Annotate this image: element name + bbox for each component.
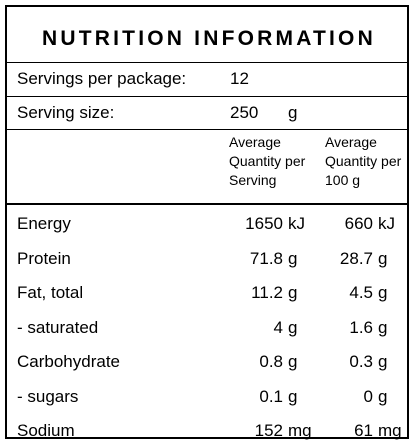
per-100g-value: 61	[354, 421, 373, 440]
nutrient-row: Sodium 152 mg 61 mg	[7, 414, 407, 448]
divider	[7, 96, 407, 97]
nutrient-row: - sugars 0.1 g 0 g	[7, 380, 407, 414]
per-100g-unit: g	[378, 386, 388, 406]
nutrient-row: Protein 71.8 g 28.7 g	[7, 242, 407, 276]
per-100g-unit: g	[378, 317, 388, 337]
header-per-serving: Average Quantity per Serving	[229, 133, 305, 190]
per-100g-value: 4.5	[349, 283, 373, 302]
per-serving-unit: g	[288, 386, 298, 406]
nutrient-name: - saturated	[17, 317, 99, 337]
per-100g-value: 1.6	[349, 317, 373, 337]
per-100g-unit: g	[378, 352, 388, 371]
per-100g-value: 28.7	[339, 248, 373, 268]
servings-label: Servings per package:	[17, 69, 187, 88]
nutrient-name: Energy	[17, 214, 71, 233]
per-100g-value: 0	[363, 386, 373, 406]
per-100g-unit: kJ	[378, 214, 395, 233]
per-serving-value: 11.2	[251, 283, 283, 302]
per-serving-unit: g	[288, 352, 298, 371]
serving-size-label: Serving size:	[17, 103, 115, 122]
per-serving-unit: g	[288, 248, 298, 268]
header-line: Quantity per	[229, 153, 306, 169]
serving-size-row: Serving size: 250 g	[7, 96, 407, 130]
nutrient-row: Energy 1650 kJ 660 kJ	[7, 207, 407, 241]
nutrient-name: Fat, total	[17, 283, 84, 302]
per-serving-value: 4	[273, 317, 283, 337]
per-serving-value: 1650	[245, 214, 283, 233]
nutrient-name: Protein	[17, 248, 71, 268]
servings-value: 12	[230, 69, 249, 88]
panel-title: NUTRITION INFORMATION	[42, 27, 376, 50]
divider	[7, 62, 407, 63]
per-serving-unit: mg	[288, 421, 312, 440]
per-serving-unit: kJ	[288, 214, 305, 233]
per-100g-value: 0.3	[349, 352, 373, 371]
header-line: Serving	[229, 172, 277, 188]
divider	[7, 129, 407, 130]
header-line: 100 g	[325, 172, 361, 188]
nutrient-row: - saturated 4 g 1.6 g	[7, 311, 407, 345]
serving-size-value: 250	[230, 103, 259, 122]
header-line: Average	[229, 134, 281, 150]
serving-size-unit: g	[288, 103, 298, 122]
nutrient-row: Carbohydrate 0.8 g 0.3 g	[7, 345, 407, 379]
servings-row: Servings per package: 12	[7, 62, 407, 96]
per-100g-unit: mg	[378, 421, 402, 440]
per-serving-unit: g	[288, 283, 298, 302]
per-100g-unit: g	[378, 283, 388, 302]
nutrient-name: Sodium	[17, 421, 75, 440]
per-100g-value: 660	[344, 214, 373, 233]
header-line: Quantity per	[325, 153, 402, 169]
per-serving-value: 0.1	[259, 386, 283, 406]
nutrient-row: Fat, total 11.2 g 4.5 g	[7, 276, 407, 310]
per-serving-value: 71.8	[249, 248, 283, 268]
per-100g-unit: g	[378, 248, 388, 268]
per-serving-unit: g	[288, 317, 298, 337]
nutrition-panel: NUTRITION INFORMATION Servings per packa…	[5, 5, 409, 440]
per-serving-value: 152	[254, 421, 283, 440]
nutrient-name: Carbohydrate	[17, 352, 121, 371]
per-serving-value: 0.8	[259, 352, 283, 371]
divider-thick	[7, 203, 407, 205]
header-per-100g: Average Quantity per 100 g	[325, 133, 401, 190]
nutrient-name: - sugars	[17, 386, 79, 406]
header-line: Average	[325, 134, 377, 150]
